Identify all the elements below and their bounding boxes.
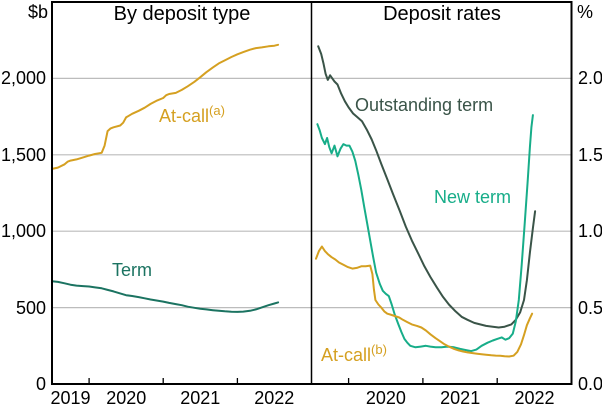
x-tick-label: 2021	[180, 388, 221, 408]
x-tick-label: 2020	[106, 388, 147, 408]
series-label-text: At-call	[159, 106, 210, 126]
y-tick-label: 0.5	[578, 297, 602, 318]
series-label-outstanding-term: Outstanding term	[355, 95, 493, 116]
left-axis-unit-label: $b	[27, 2, 48, 22]
y-tick-label: 1.0	[578, 221, 602, 241]
y-tick-label: 2,000	[0, 68, 46, 88]
x-tick-label: 2022	[514, 388, 555, 408]
series-label-at-call-b: At-call(b)	[321, 339, 387, 366]
y-tick-label: 0	[35, 374, 46, 394]
x-tick-label: 2019	[50, 388, 91, 408]
left-panel-title: By deposit type	[113, 3, 251, 25]
series-label-at-call-a: At-call(a)	[159, 100, 225, 127]
y-tick-label: 2.0	[578, 68, 602, 88]
y-tick-label: 0.0	[578, 374, 602, 394]
series-label-new-term: New term	[434, 187, 511, 208]
series-label-text: Term	[112, 260, 152, 280]
series-label-superscript: (a)	[209, 103, 225, 118]
series-label-text: New term	[434, 187, 512, 207]
series-label-term: Term	[112, 260, 152, 281]
x-tick-label: 2022	[254, 388, 295, 408]
y-tick-label: 1,500	[0, 144, 46, 165]
y-tick-label: 500	[15, 297, 46, 318]
x-tick-label: 2021	[440, 388, 481, 408]
series-label-text: At-call	[321, 345, 372, 365]
x-tick-label: 2020	[365, 388, 406, 408]
y-tick-label: 1,000	[0, 221, 46, 241]
right-axis-unit-label: %	[577, 2, 594, 22]
y-tick-label: 1.5	[578, 144, 602, 165]
right-panel-title: Deposit rates	[383, 3, 501, 25]
series-label-superscript: (b)	[371, 342, 387, 357]
series-label-text: Outstanding term	[355, 95, 494, 115]
